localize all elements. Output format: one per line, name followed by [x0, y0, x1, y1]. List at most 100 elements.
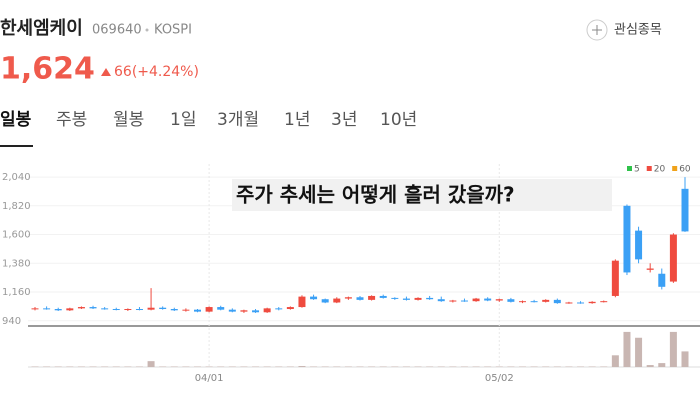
period-tab[interactable]: 일봉	[0, 110, 32, 130]
period-tab[interactable]: 주봉	[56, 110, 87, 130]
candle-body	[228, 309, 236, 312]
candle-body	[426, 297, 434, 300]
candle-body	[54, 309, 62, 311]
y-tick-label: 940	[2, 316, 21, 327]
up-arrow	[101, 68, 111, 76]
candle-body	[205, 307, 213, 312]
legend-swatch	[627, 166, 632, 171]
candle-body	[356, 297, 364, 300]
candle-body	[449, 300, 457, 302]
watch-icon	[586, 19, 608, 41]
candle-body	[669, 234, 677, 282]
candle-body	[43, 308, 51, 310]
period-tab[interactable]: 3개월	[217, 110, 259, 130]
candle-body	[600, 301, 608, 303]
candle-body	[194, 309, 201, 312]
candle-body	[402, 298, 410, 300]
volume-bar	[611, 355, 619, 367]
candle-body	[112, 309, 120, 311]
legend-swatch	[672, 166, 678, 171]
candle-body	[344, 297, 352, 299]
legend-label: 5	[634, 165, 640, 175]
period-tab[interactable]: 1일	[170, 110, 196, 130]
candle-body	[519, 301, 526, 303]
volume-bar	[147, 361, 155, 367]
candle-body	[681, 188, 689, 232]
candle-body	[310, 296, 318, 300]
period-tabs: 일봉 주봉 월봉 1일 3개월 1년 3년 10년	[0, 110, 417, 130]
candle-body	[379, 295, 387, 298]
y-tick-label: 2,040	[2, 172, 31, 183]
candle-body	[77, 307, 85, 309]
candle-body	[635, 230, 643, 260]
y-tick-label: 1,380	[2, 258, 31, 269]
watch-button[interactable]: 관심종목	[586, 19, 662, 41]
legend-label: 60	[679, 165, 691, 175]
volume-bar	[646, 365, 654, 367]
candle-body	[484, 298, 492, 301]
candle-body	[240, 310, 248, 312]
candle-body	[658, 273, 666, 287]
candle-body	[147, 307, 155, 310]
candle-body	[565, 302, 573, 304]
x-tick-label: 05/02	[485, 373, 514, 384]
candle-body	[577, 302, 585, 304]
volume-bar	[681, 351, 689, 367]
candle-body	[66, 308, 74, 311]
candle-body	[460, 300, 468, 302]
candle-body	[368, 295, 376, 300]
candle-body	[159, 307, 167, 310]
period-tab[interactable]: 10년	[380, 110, 417, 130]
candle-body	[135, 309, 143, 311]
price-change: 66(+4.24%)	[114, 64, 199, 80]
y-tick-label: 1,160	[2, 287, 31, 298]
x-tick-label: 04/01	[195, 373, 224, 384]
candle-body	[321, 299, 329, 303]
candle-body	[252, 310, 260, 313]
candle-body	[646, 268, 654, 270]
candle-body	[298, 296, 306, 308]
candle-body	[124, 309, 132, 311]
legend-swatch	[646, 166, 652, 171]
candle-body	[182, 309, 190, 311]
candle-body	[542, 299, 550, 302]
market: KOSPI	[154, 23, 192, 38]
candle-body	[263, 308, 271, 313]
period-tab[interactable]: 3년	[331, 110, 357, 130]
candle-body	[414, 297, 422, 300]
volume-bar	[658, 363, 666, 367]
candle-body	[391, 297, 399, 299]
candle-body	[623, 205, 631, 273]
y-tick-label: 1,600	[2, 230, 31, 241]
stock-code: 069640	[92, 23, 142, 38]
candle-body	[217, 307, 225, 310]
candle-body	[101, 308, 109, 310]
candle-body	[437, 299, 445, 302]
candle-body	[611, 260, 619, 296]
y-tick-label: 1,820	[2, 201, 31, 212]
candle-body	[89, 307, 97, 309]
volume-bar	[635, 337, 643, 367]
current-price: 1,624	[0, 52, 95, 87]
stock-name: 한세엠케이	[0, 18, 83, 39]
candle-body	[507, 299, 515, 302]
candle-body	[275, 308, 283, 310]
candle-body	[31, 308, 39, 310]
candle-body	[286, 307, 294, 310]
legend-label: 20	[654, 165, 666, 175]
separator-dot	[145, 28, 149, 32]
caption-box	[232, 179, 612, 211]
volume-bar	[669, 331, 677, 367]
candle-body	[530, 301, 538, 303]
volume-bar	[298, 366, 306, 367]
candle-body	[553, 299, 561, 304]
candle-body	[333, 298, 341, 303]
volume-bar	[623, 331, 631, 367]
period-tab[interactable]: 월봉	[113, 110, 144, 130]
candle-body	[472, 298, 480, 302]
candle-body	[495, 299, 503, 301]
candle-body	[170, 309, 178, 311]
period-tab[interactable]: 1년	[284, 110, 310, 130]
caption: 주가 추세는 어떻게 흘러 갔을까?	[236, 183, 515, 207]
